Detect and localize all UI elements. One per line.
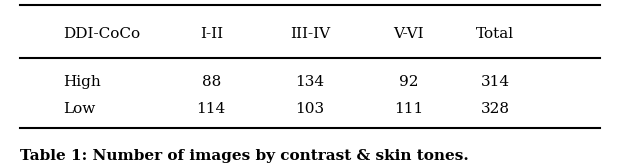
Text: 92: 92: [399, 75, 419, 89]
Text: 111: 111: [394, 102, 423, 116]
Text: DDI-CoCo: DDI-CoCo: [63, 27, 140, 41]
Text: Table 1: Number of images by contrast & skin tones.: Table 1: Number of images by contrast & …: [20, 149, 469, 164]
Text: High: High: [63, 75, 101, 89]
Text: 134: 134: [296, 75, 324, 89]
Text: 314: 314: [480, 75, 510, 89]
Text: V-VI: V-VI: [394, 27, 424, 41]
Text: Total: Total: [476, 27, 514, 41]
Text: 328: 328: [480, 102, 510, 116]
Text: 114: 114: [197, 102, 226, 116]
Text: III-IV: III-IV: [290, 27, 330, 41]
Text: 103: 103: [296, 102, 324, 116]
Text: 88: 88: [202, 75, 221, 89]
Text: I-II: I-II: [200, 27, 223, 41]
Text: Low: Low: [63, 102, 95, 116]
